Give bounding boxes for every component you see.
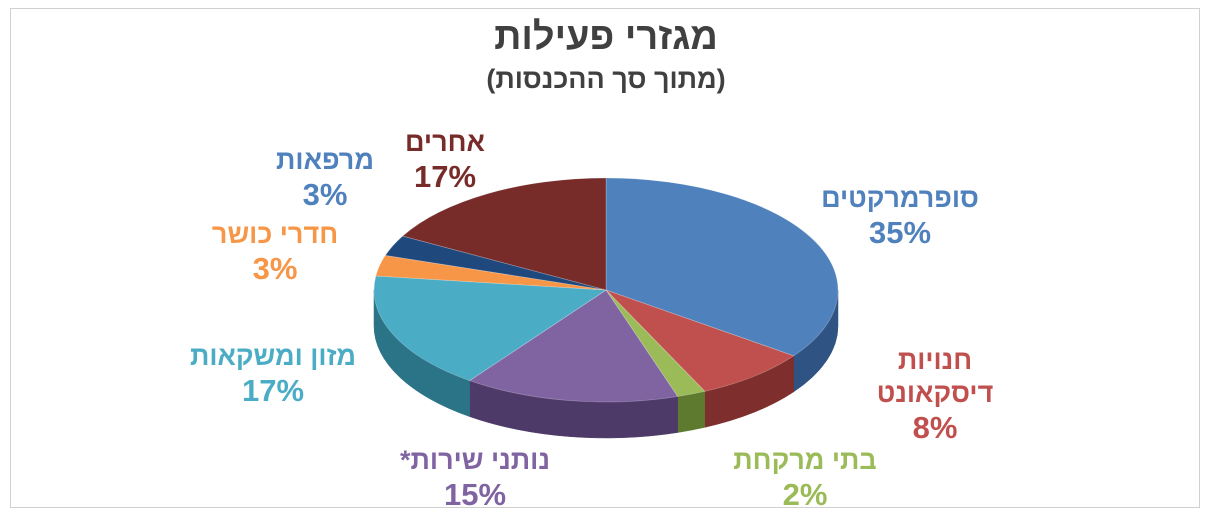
label-food-beverages-name: מזון ומשקאות [189, 341, 357, 371]
label-service-providers-name: נותני שירות* [400, 445, 550, 475]
pie-slice-8 [401, 177, 607, 291]
label-gyms: חדרי כושר 3% [190, 218, 360, 287]
label-pharmacies-value: 2% [782, 477, 828, 512]
label-clinics-name: מרפאות [276, 145, 374, 175]
label-food-beverages-value: 17% [241, 373, 305, 408]
pie-slice-4 [468, 289, 679, 403]
pie-slice-2 [605, 289, 795, 392]
pie-slice-7 [384, 235, 607, 291]
label-pharmacies-name: בתי מרקחת [733, 445, 877, 475]
chart-subtitle: (מתוך סך ההכנסות) [486, 64, 726, 94]
label-service-providers: נותני שירות* 15% [380, 444, 570, 513]
pie-side-3 [677, 391, 706, 433]
label-others: אחרים 17% [370, 126, 520, 195]
label-gyms-name: חדרי כושר [211, 219, 339, 249]
chart-title: מגזרי פעילות [494, 16, 718, 58]
label-supermarkets-name: סופרמרקטים [821, 183, 979, 213]
label-discount-stores: חנויות דיסקאונט 8% [850, 344, 1020, 446]
label-discount-stores-value: 8% [912, 410, 958, 445]
label-pharmacies: בתי מרקחת 2% [710, 444, 900, 513]
label-discount-stores-line2: דיסקאונט [876, 378, 994, 408]
label-food-beverages: מזון ומשקאות 17% [168, 340, 378, 409]
label-clinics-value: 3% [302, 177, 348, 212]
label-discount-stores-line1: חנויות [897, 345, 973, 375]
pie-slice-5 [373, 275, 608, 382]
label-others-name: אחרים [405, 127, 485, 157]
pie-slice-3 [605, 289, 706, 397]
label-service-providers-value: 15% [443, 477, 507, 512]
label-supermarkets-value: 35% [868, 215, 932, 250]
label-clinics: מרפאות 3% [245, 144, 405, 213]
pie-slice-1 [605, 177, 839, 357]
label-others-value: 17% [413, 159, 477, 194]
pie-slice-6 [375, 254, 607, 291]
label-gyms-value: 3% [252, 251, 298, 286]
label-supermarkets: סופרמרקטים 35% [800, 182, 1000, 251]
